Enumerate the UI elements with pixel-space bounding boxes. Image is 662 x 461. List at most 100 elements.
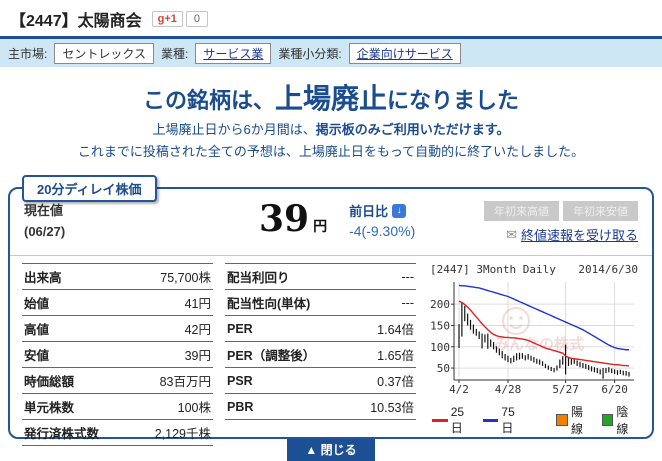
closing-price-alert-link[interactable]: 終値速報を受け取る bbox=[520, 228, 638, 243]
row-label: 配当性向(単体) bbox=[227, 297, 311, 311]
ytd-low-button: 年初来安値 bbox=[563, 201, 638, 221]
gplus-button[interactable]: g+1 bbox=[151, 11, 183, 27]
legend-line-swatch bbox=[432, 418, 448, 422]
svg-text:みんなの株式: みんなの株式 bbox=[494, 335, 584, 353]
row-value: 42円 bbox=[184, 323, 211, 337]
page-title: 【2447】太陽商会 bbox=[10, 13, 142, 30]
row-value: 10.53倍 bbox=[370, 401, 414, 415]
table-row: 始値 41円 bbox=[22, 289, 213, 315]
chart-legend: 25日 75日 陽線 陰線 bbox=[428, 403, 640, 437]
market-info-bar: 主市場: セントレックス 業種: サービス業 業種小分類: 企業向けサービス bbox=[0, 39, 662, 67]
chart-title: [2447] 3Month Daily bbox=[430, 263, 556, 276]
row-label: 発行済株式数 bbox=[24, 427, 100, 441]
delayed-price-panel: 20分ディレイ株価 現在値 (06/27) 39 円 前日比 ↓ -4(-9.30… bbox=[8, 175, 654, 446]
title-divider bbox=[0, 36, 662, 39]
svg-text:5/27: 5/27 bbox=[552, 383, 579, 396]
price-summary-row: 現在値 (06/27) 39 円 前日比 ↓ -4(-9.30%) 年初来高値 年… bbox=[10, 189, 652, 256]
svg-text:100: 100 bbox=[430, 341, 450, 354]
row-label: 配当利回り bbox=[227, 271, 290, 285]
table-row: 高値 42円 bbox=[22, 315, 213, 341]
svg-text:200: 200 bbox=[430, 298, 450, 311]
svg-text:4/2: 4/2 bbox=[449, 383, 469, 396]
table-row: 発行済株式数 2,129千株 bbox=[22, 419, 213, 446]
row-label: 安値 bbox=[24, 349, 50, 363]
price-date: (06/27) bbox=[24, 223, 66, 239]
subsector-link[interactable]: 企業向けサービス bbox=[356, 46, 453, 61]
row-label: PER（調整後） bbox=[227, 349, 316, 363]
legend-item: 陽線 bbox=[556, 403, 594, 437]
market-label: 主市場: bbox=[8, 46, 48, 61]
row-value: --- bbox=[401, 269, 415, 284]
change-value: -4(-9.30%) bbox=[349, 223, 416, 239]
table-row: PSR 0.37倍 bbox=[225, 367, 416, 393]
valuation-data-table: 配当利回り --- 配当性向(単体) --- PER 1.64倍 PER（調整後） 1.65倍… bbox=[225, 263, 416, 446]
svg-text:4/28: 4/28 bbox=[495, 383, 522, 396]
current-price-label: 現在値 (06/27) bbox=[24, 201, 174, 243]
svg-text:150: 150 bbox=[430, 319, 450, 332]
row-label: PSR bbox=[227, 373, 253, 388]
row-value: 83百万円 bbox=[159, 375, 211, 389]
candlestick-chart: 50 100 150 200 4/2 4/28 5/27 6/20 みんなの株式 bbox=[430, 282, 634, 396]
row-value: 1.64倍 bbox=[377, 323, 414, 337]
table-row: 配当性向(単体) --- bbox=[225, 289, 416, 315]
notice-heading-emphasis: 上場廃止 bbox=[274, 83, 387, 114]
svg-text:6/20: 6/20 bbox=[601, 383, 628, 396]
table-row: 出来高 75,700株 bbox=[22, 263, 213, 289]
notice-detail: これまでに投稿された全ての予想は、上場廃止日をもって自動的に終了いたしました。 bbox=[77, 144, 585, 159]
legend-label: 75日 bbox=[501, 404, 515, 435]
legend-label: 25日 bbox=[450, 404, 465, 435]
row-label: 時価総額 bbox=[24, 375, 75, 389]
chart-date: 2014/6/30 bbox=[578, 263, 638, 276]
subsector-label: 業種小分類: bbox=[278, 46, 342, 61]
row-value: 2,129千株 bbox=[154, 427, 211, 441]
down-arrow-icon: ↓ bbox=[392, 203, 407, 218]
row-label: PBR bbox=[227, 399, 254, 414]
table-row: PBR 10.53倍 bbox=[225, 393, 416, 420]
legend-square-swatch bbox=[556, 414, 568, 426]
panel-tab-label: 20分ディレイ株価 bbox=[22, 175, 157, 202]
row-label: 高値 bbox=[24, 323, 50, 337]
legend-square-swatch bbox=[601, 414, 614, 426]
notice-subtext: 上場廃止日から6か月間は、掲示板のみご利用いただけます。 bbox=[152, 122, 510, 137]
row-value: --- bbox=[401, 295, 415, 310]
price-unit: 円 bbox=[313, 218, 328, 234]
row-value: 41円 bbox=[184, 297, 211, 311]
svg-text:50: 50 bbox=[437, 362, 450, 375]
row-label: 出来高 bbox=[24, 271, 62, 285]
row-label: 単元株数 bbox=[24, 401, 75, 415]
row-value: 100株 bbox=[177, 401, 211, 415]
legend-item: 75日 bbox=[482, 404, 527, 436]
sector-link[interactable]: サービス業 bbox=[203, 46, 264, 61]
ytd-high-button: 年初来高値 bbox=[484, 201, 559, 221]
row-value: 1.65倍 bbox=[377, 349, 414, 363]
market-value: セントレックス bbox=[54, 42, 154, 64]
trading-data-table: 出来高 75,700株始値 41円高値 42円安値 39円時価総額 83百万円単元株数 10… bbox=[22, 263, 213, 446]
gplus-count-badge[interactable]: 0 bbox=[185, 11, 208, 27]
row-label: PER bbox=[227, 321, 253, 336]
title-bar: 【2447】太陽商会 g+1 0 bbox=[0, 0, 662, 36]
legend-item: 陰線 bbox=[601, 403, 640, 437]
table-row: 安値 39円 bbox=[22, 341, 213, 367]
legend-label: 陽線 bbox=[570, 405, 583, 436]
current-price: 39 円 bbox=[259, 201, 327, 237]
row-value: 39円 bbox=[184, 349, 211, 363]
notice-heading: この銘柄は、上場廃止になりました bbox=[142, 83, 520, 114]
price-chart: [2447] 3Month Daily 2014/6/30 50 100 150 20… bbox=[428, 263, 640, 446]
row-value: 75,700株 bbox=[160, 271, 211, 285]
mail-icon: ✉ bbox=[506, 226, 517, 242]
legend-line-swatch bbox=[482, 418, 499, 422]
price-value: 39 bbox=[259, 198, 310, 240]
table-row: PER（調整後） 1.65倍 bbox=[225, 341, 416, 367]
table-row: PER 1.64倍 bbox=[225, 315, 416, 341]
day-change: 前日比 ↓ -4(-9.30%) bbox=[349, 203, 416, 239]
table-row: 時価総額 83百万円 bbox=[22, 367, 213, 393]
row-label: 始値 bbox=[24, 297, 50, 311]
sector-label: 業種: bbox=[161, 46, 189, 61]
row-value: 0.37倍 bbox=[377, 375, 414, 389]
legend-label: 陰線 bbox=[616, 405, 629, 436]
delisting-notice: この銘柄は、上場廃止になりました 上場廃止日から6か月間は、掲示板のみご利用いた… bbox=[0, 81, 662, 160]
table-row: 配当利回り --- bbox=[225, 263, 416, 289]
table-row: 単元株数 100株 bbox=[22, 393, 213, 419]
legend-item: 25日 bbox=[432, 405, 476, 436]
gplus-widget: g+1 0 bbox=[151, 11, 208, 27]
